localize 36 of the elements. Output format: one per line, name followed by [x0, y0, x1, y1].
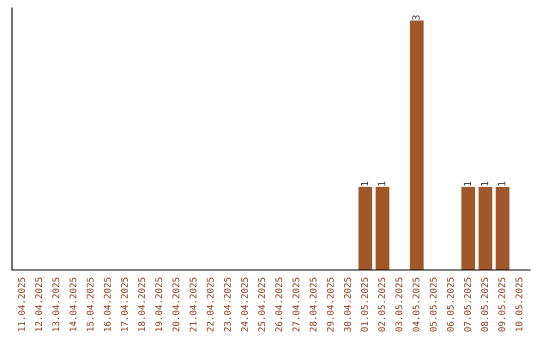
- x-tick-label: 28.04.2025: [310, 278, 317, 332]
- data-label: 1: [481, 182, 488, 186]
- x-tick-label: 30.04.2025: [344, 278, 351, 332]
- x-tick-label: 10.05.2025: [515, 278, 522, 332]
- x-tick-label: 17.04.2025: [120, 278, 128, 332]
- x-tick-label: 21.04.2025: [190, 278, 196, 332]
- x-tick-label: 07.05.2025: [464, 278, 471, 332]
- x-tick-label: 05.05.2025: [430, 278, 437, 332]
- x-tick-label: 26.04.2025: [275, 278, 282, 332]
- x-tick-label: 12.04.2025: [35, 278, 42, 332]
- data-label: 3: [412, 15, 420, 20]
- x-tick-label: 06.05.2025: [446, 278, 454, 332]
- x-tick-label: 03.05.2025: [395, 278, 402, 332]
- x-tick-label: 24.04.2025: [241, 278, 248, 332]
- x-tick-label: 25.04.2025: [258, 278, 266, 332]
- x-tick-label: 01.05.2025: [361, 278, 368, 332]
- x-tick-label: 09.05.2025: [498, 278, 506, 332]
- x-tick-label: 02.05.2025: [378, 278, 386, 332]
- x-tick-label: 20.04.2025: [172, 278, 180, 332]
- x-tick-label: 16.04.2025: [104, 278, 111, 332]
- data-label: 1: [378, 182, 386, 186]
- x-tick-label: 13.04.2025: [52, 278, 60, 332]
- x-tick-label: 27.04.2025: [292, 278, 300, 332]
- data-label: 1: [464, 182, 471, 186]
- x-tick-label: 22.04.2025: [206, 278, 214, 332]
- x-tick-label: 18.04.2025: [138, 278, 146, 332]
- data-label: 1: [498, 182, 506, 186]
- x-tick-label: 14.04.2025: [70, 278, 76, 332]
- data-label: 1: [360, 182, 368, 186]
- x-tick-label: 15.04.2025: [86, 278, 94, 332]
- x-tick-label: 29.04.2025: [326, 278, 334, 332]
- x-tick-label: 08.05.2025: [481, 278, 488, 332]
- x-tick-label: 04.05.2025: [412, 278, 420, 332]
- x-tick-label: 11.04.2025: [18, 278, 25, 332]
- x-tick-label: 19.04.2025: [155, 278, 162, 332]
- x-tick-label: 23.04.2025: [224, 278, 231, 332]
